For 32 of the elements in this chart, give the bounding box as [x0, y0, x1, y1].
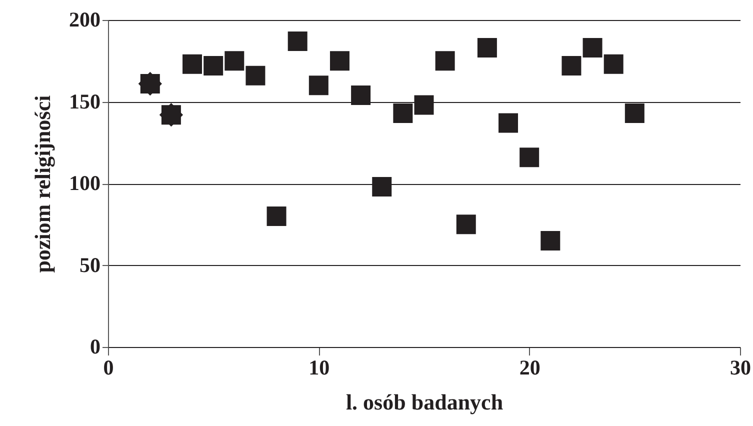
point	[582, 38, 602, 58]
point	[456, 214, 476, 234]
point	[224, 51, 244, 71]
point	[308, 76, 328, 96]
point	[477, 38, 497, 58]
y-tick-label: 50	[80, 252, 100, 277]
point	[204, 56, 224, 76]
point	[372, 177, 392, 197]
point	[498, 113, 518, 133]
x-axis-title: l. osób badanych	[346, 390, 504, 414]
point	[414, 95, 434, 115]
y-tick-label: 100	[69, 171, 100, 195]
point	[540, 230, 560, 250]
x-tick-label: 30	[730, 356, 751, 380]
y-tick-label: 0	[90, 334, 100, 358]
point	[562, 56, 582, 76]
point	[266, 206, 286, 226]
point	[182, 54, 202, 74]
point	[246, 66, 266, 86]
y-tick-label: 150	[69, 89, 100, 114]
point	[351, 85, 371, 105]
x-tick-label: 10	[308, 356, 330, 380]
point	[330, 51, 350, 71]
x-tick-label: 20	[519, 356, 540, 380]
point	[393, 103, 413, 123]
point	[435, 51, 455, 71]
y-tick-label: 200	[69, 8, 100, 32]
point	[520, 148, 540, 168]
point	[288, 32, 308, 51]
y-axis-title: poziom religijności	[30, 95, 55, 273]
point	[604, 54, 624, 74]
point	[624, 103, 644, 123]
